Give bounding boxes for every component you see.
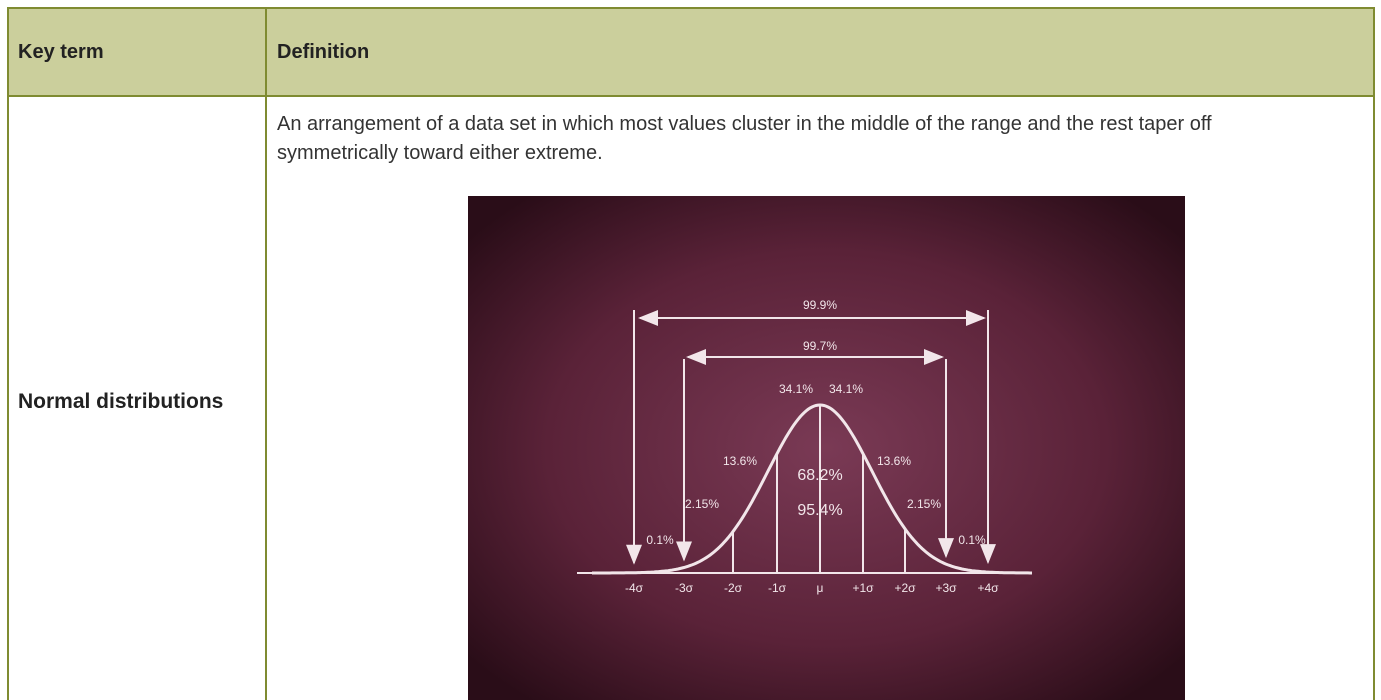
range-label: 99.9% [803, 298, 837, 312]
axis-label: -2σ [724, 581, 743, 595]
center-label: 95.4% [797, 502, 842, 519]
side-label: 2.15% [685, 497, 719, 511]
side-label: 2.15% [907, 497, 941, 511]
definition: An arrangement of a data set in which mo… [277, 110, 1337, 168]
side-label: 0.1% [646, 533, 674, 547]
axis-label: -1σ [768, 581, 787, 595]
chalkboard [468, 196, 1185, 700]
center-label: 68.2% [797, 467, 842, 484]
axis-label: +1σ [852, 581, 874, 595]
axis-label: -3σ [675, 581, 694, 595]
header-label: Key term [18, 41, 104, 64]
header-cell [265, 7, 1375, 97]
center-label: 34.1% [829, 382, 863, 396]
header-label: Definition [277, 41, 369, 64]
side-label: 0.1% [958, 533, 986, 547]
axis-label: +2σ [894, 581, 916, 595]
range-label: 99.7% [803, 339, 837, 353]
axis-label: +4σ [977, 581, 999, 595]
side-label: 13.6% [723, 454, 757, 468]
axis-label: -4σ [625, 581, 644, 595]
key-term: Normal distributions [18, 390, 223, 414]
center-label: 34.1% [779, 382, 813, 396]
figure: 99.9% 99.7% 34.1% 34.1% 68.2% 95.4% 13.6… [468, 196, 1185, 700]
side-label: 13.6% [877, 454, 911, 468]
axis-label: +3σ [935, 581, 957, 595]
axis-label: μ [817, 581, 824, 595]
page: Key term Definition Normal distributions… [0, 0, 1381, 700]
